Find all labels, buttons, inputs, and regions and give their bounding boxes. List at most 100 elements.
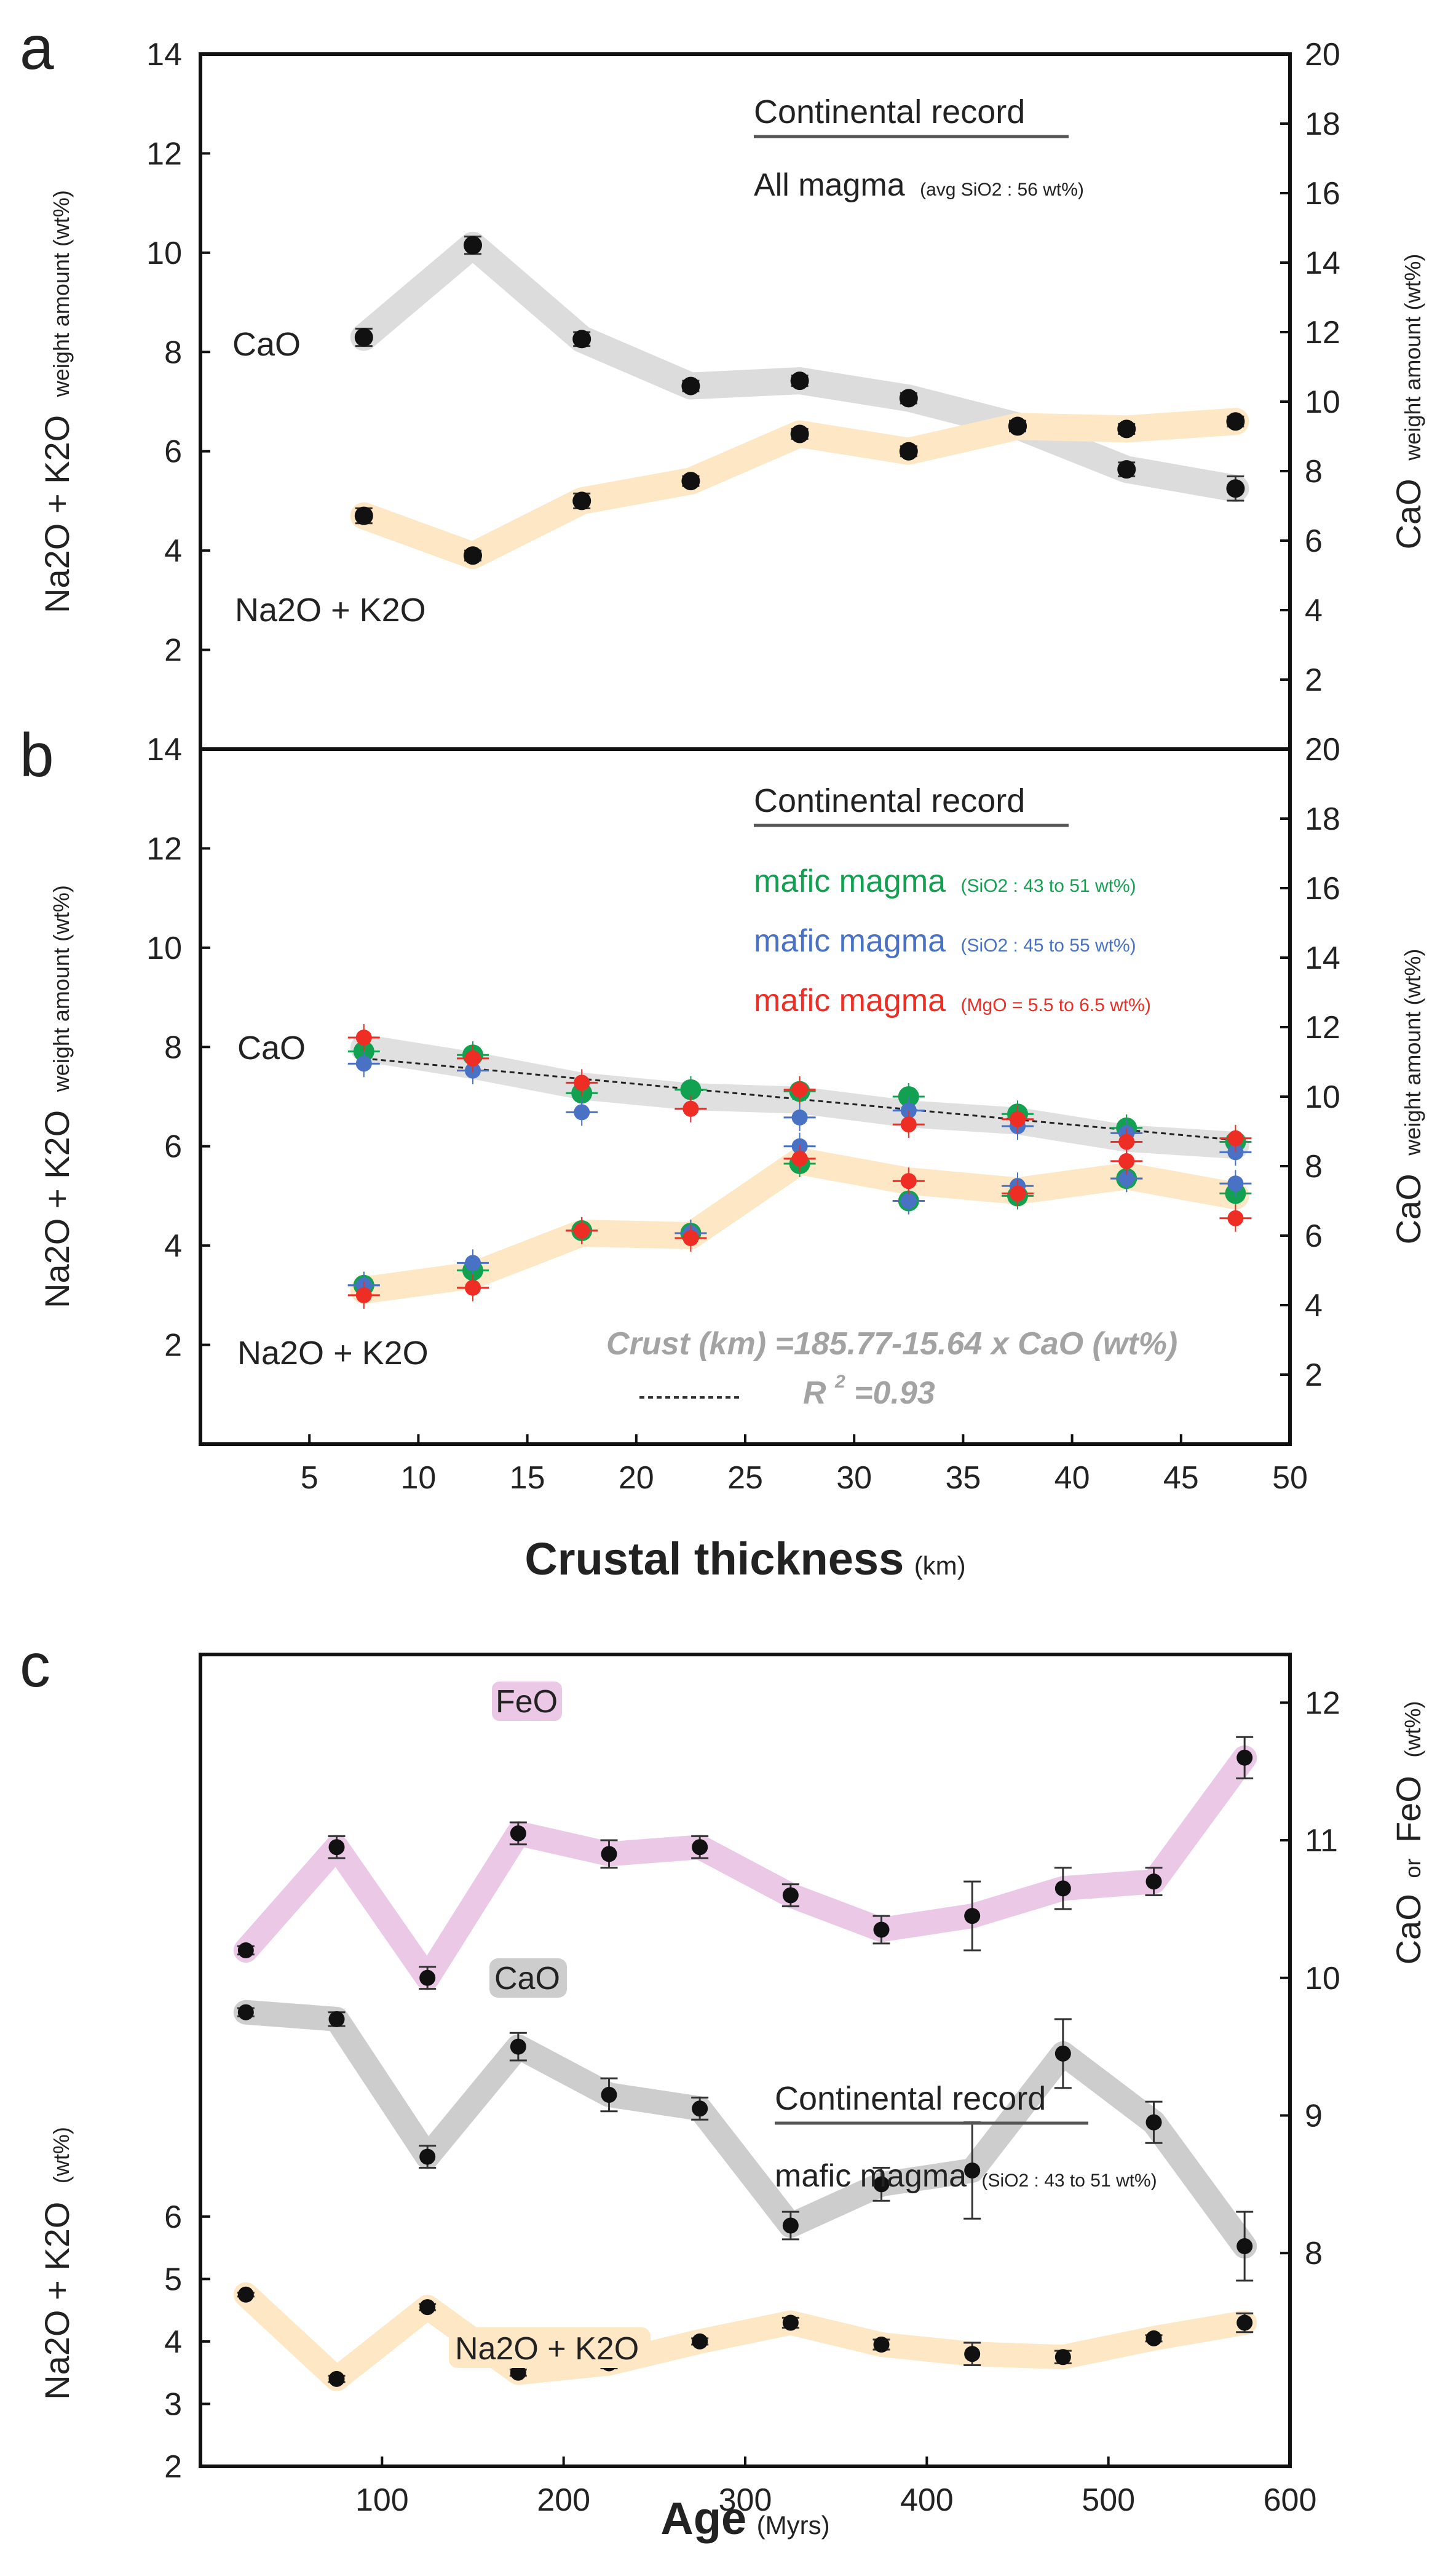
panel-b-legend-red-main: mafic magma [754, 983, 946, 1019]
panel-a-point-alkali [572, 491, 592, 510]
panel-a-left-ylabel: Na2O + K2O weight amount (wt%) [38, 190, 76, 613]
panel-b-point [900, 1116, 917, 1133]
panel-b-legend-red-sub: (MgO = 5.5 to 6.5 wt%) [961, 995, 1151, 1015]
pa-right-tick-label: 12 [1305, 315, 1340, 351]
panel-a-left-ylabel-small: weight amount (wt%) [49, 190, 74, 397]
panel-b-regression-r2: R 2 =0.93 [803, 1359, 935, 1411]
panel-b-point [574, 1104, 590, 1121]
pc-left-tick-label: 5 [164, 2262, 182, 2297]
panel-a-point-cao [572, 330, 592, 349]
panel-a-legend-sub: (avg SiO2 : 56 wt%) [920, 180, 1084, 200]
pc-right-tick-label: 10 [1305, 1961, 1340, 1996]
panel-c-point-cao [601, 2086, 617, 2103]
panel-b-alkali-label: Na2O + K2O [237, 1335, 429, 1372]
panel-b-point [465, 1279, 481, 1296]
panel-c-point-alkali [510, 2364, 526, 2381]
panel-c-point-alkali [692, 2333, 708, 2349]
pb-left-tick-label: 6 [164, 1129, 182, 1165]
panel-b-legend-entry-blue: mafic magma (SiO2 : 45 to 55 wt%) [754, 923, 1136, 959]
panel-a-point-cao [1226, 479, 1245, 498]
panel-b-point [791, 1150, 808, 1167]
panel-b-point [465, 1255, 481, 1271]
panel-c-point-cao [510, 2038, 526, 2055]
pa-left-tick-label: 2 [164, 633, 182, 669]
pb-left-tick-label: 12 [146, 831, 182, 867]
panel-b-left-ylabel-main: Na2O + K2O [38, 1110, 76, 1308]
panel-c-point-feo [782, 1887, 799, 1904]
panel-c-point-feo [1236, 1749, 1253, 1766]
pb-x-tick-label: 40 [1054, 1460, 1090, 1496]
panel-c-xlabel: Age (Myrs) [660, 2493, 829, 2544]
pc-left-tick-label: 6 [164, 2199, 182, 2235]
pb-x-tick-label: 25 [727, 1460, 763, 1496]
panel-c-chart: 2 3 4 5 6 8 9 10 11 12 100 200 300 400 500 600 FeO Ca… [38, 1653, 1428, 2544]
panel-b-regression-equation: Crust (km) =185.77-15.64 x CaO (wt%) [606, 1326, 1177, 1362]
panel-b-xlabel: Crustal thickness (km) [524, 1533, 965, 1584]
panel-b-point [1118, 1134, 1135, 1150]
panel-c-right-ylabel: CaO or FeO (wt%) [1389, 1701, 1428, 1965]
panel-b-point [1227, 1210, 1244, 1226]
panel-b-r2-sup: 2 [834, 1372, 845, 1392]
pb-x-tick-label: 10 [400, 1460, 436, 1496]
panel-b-point [1227, 1175, 1244, 1192]
panel-c-point-alkali [237, 2286, 254, 2303]
pa-right-tick-label: 16 [1305, 176, 1340, 212]
panel-c-xlabel-main: Age [660, 2493, 746, 2544]
panel-a-point-alkali [790, 424, 809, 443]
panel-a-left-ylabel-main: Na2O + K2O [38, 415, 76, 613]
panel-c-point-feo [1054, 1880, 1071, 1897]
panel-c-point-alkali [328, 2370, 345, 2387]
pb-right-tick-label: 12 [1305, 1010, 1340, 1046]
panel-c-cao-label: CaO [494, 1961, 560, 1996]
pa-right-tick-label: 2 [1305, 662, 1323, 698]
pa-left-tick-label: 10 [146, 236, 182, 271]
panel-b-point [355, 1029, 372, 1046]
panel-c-point-feo [692, 1839, 708, 1856]
pc-right-tick-label: 11 [1305, 1823, 1338, 1859]
pb-left-tick-label: 4 [164, 1228, 182, 1264]
panel-c-point-cao [237, 2004, 254, 2020]
panel-a-point-alkali [464, 546, 482, 565]
panel-c-band-feo [233, 1745, 1257, 1990]
panel-c-cao-label-bg [489, 1958, 567, 1998]
pb-right-tick-label: 18 [1305, 801, 1340, 837]
pb-x-tick-label: 50 [1272, 1460, 1308, 1496]
panel-a-point-alkali [681, 472, 700, 491]
panel-a-point-alkali [1008, 417, 1027, 436]
pb-x-tick-label: 35 [945, 1460, 981, 1496]
panel-c-right-ylabel-small: or [1400, 1859, 1425, 1878]
panel-c-point-feo [328, 1839, 345, 1856]
panel-b-point [900, 1102, 917, 1119]
panel-b-point [791, 1081, 808, 1098]
pc-x-tick-label: 400 [900, 2482, 954, 2518]
pa-left-tick-label: 6 [164, 434, 182, 470]
pa-right-tick-label: 8 [1305, 454, 1323, 490]
panel-a-legend-title: Continental record [754, 93, 1025, 130]
panel-a-point-cao [899, 389, 918, 408]
panel-c-point-alkali [782, 2314, 799, 2331]
panel-b-legend-title: Continental record [754, 782, 1025, 819]
panel-c-point-cao [873, 2176, 890, 2193]
panel-b-point [574, 1074, 590, 1091]
panel-c-point-cao [782, 2217, 799, 2234]
panel-b-legend-green-sub: (SiO2 : 43 to 51 wt%) [961, 876, 1136, 896]
panel-c-left-ylabel-main: Na2O + K2O [38, 2202, 76, 2400]
pc-x-tick-label: 500 [1082, 2482, 1135, 2518]
panel-c-legend-entry: mafic magma (SiO2 : 43 to 51 wt%) [775, 2158, 1157, 2194]
panel-c-letter: c [20, 1631, 50, 1700]
pb-left-tick-label: 8 [164, 1030, 182, 1065]
pc-x-tick-label: 200 [537, 2482, 590, 2518]
panel-c-point-cao [328, 2011, 345, 2027]
panel-a-point-cao [464, 236, 482, 255]
panel-a-chart: 2 4 6 8 10 12 14 2 4 6 8 10 12 14 16 18 20 CaO Na2O + K… [38, 37, 1428, 751]
panel-b-point [355, 1055, 372, 1072]
pa-right-tick-label: 18 [1305, 106, 1340, 142]
pb-x-tick-label: 20 [619, 1460, 654, 1496]
panel-b-point [355, 1287, 372, 1303]
pa-right-tick-label: 14 [1305, 245, 1340, 281]
panel-b-legend-entry-green: mafic magma (SiO2 : 43 to 51 wt%) [754, 864, 1136, 899]
panel-b-point [898, 1086, 919, 1107]
panel-b-point [680, 1079, 702, 1100]
panel-c-point-cao [1145, 2114, 1162, 2131]
panel-a-point-alkali [354, 506, 373, 525]
